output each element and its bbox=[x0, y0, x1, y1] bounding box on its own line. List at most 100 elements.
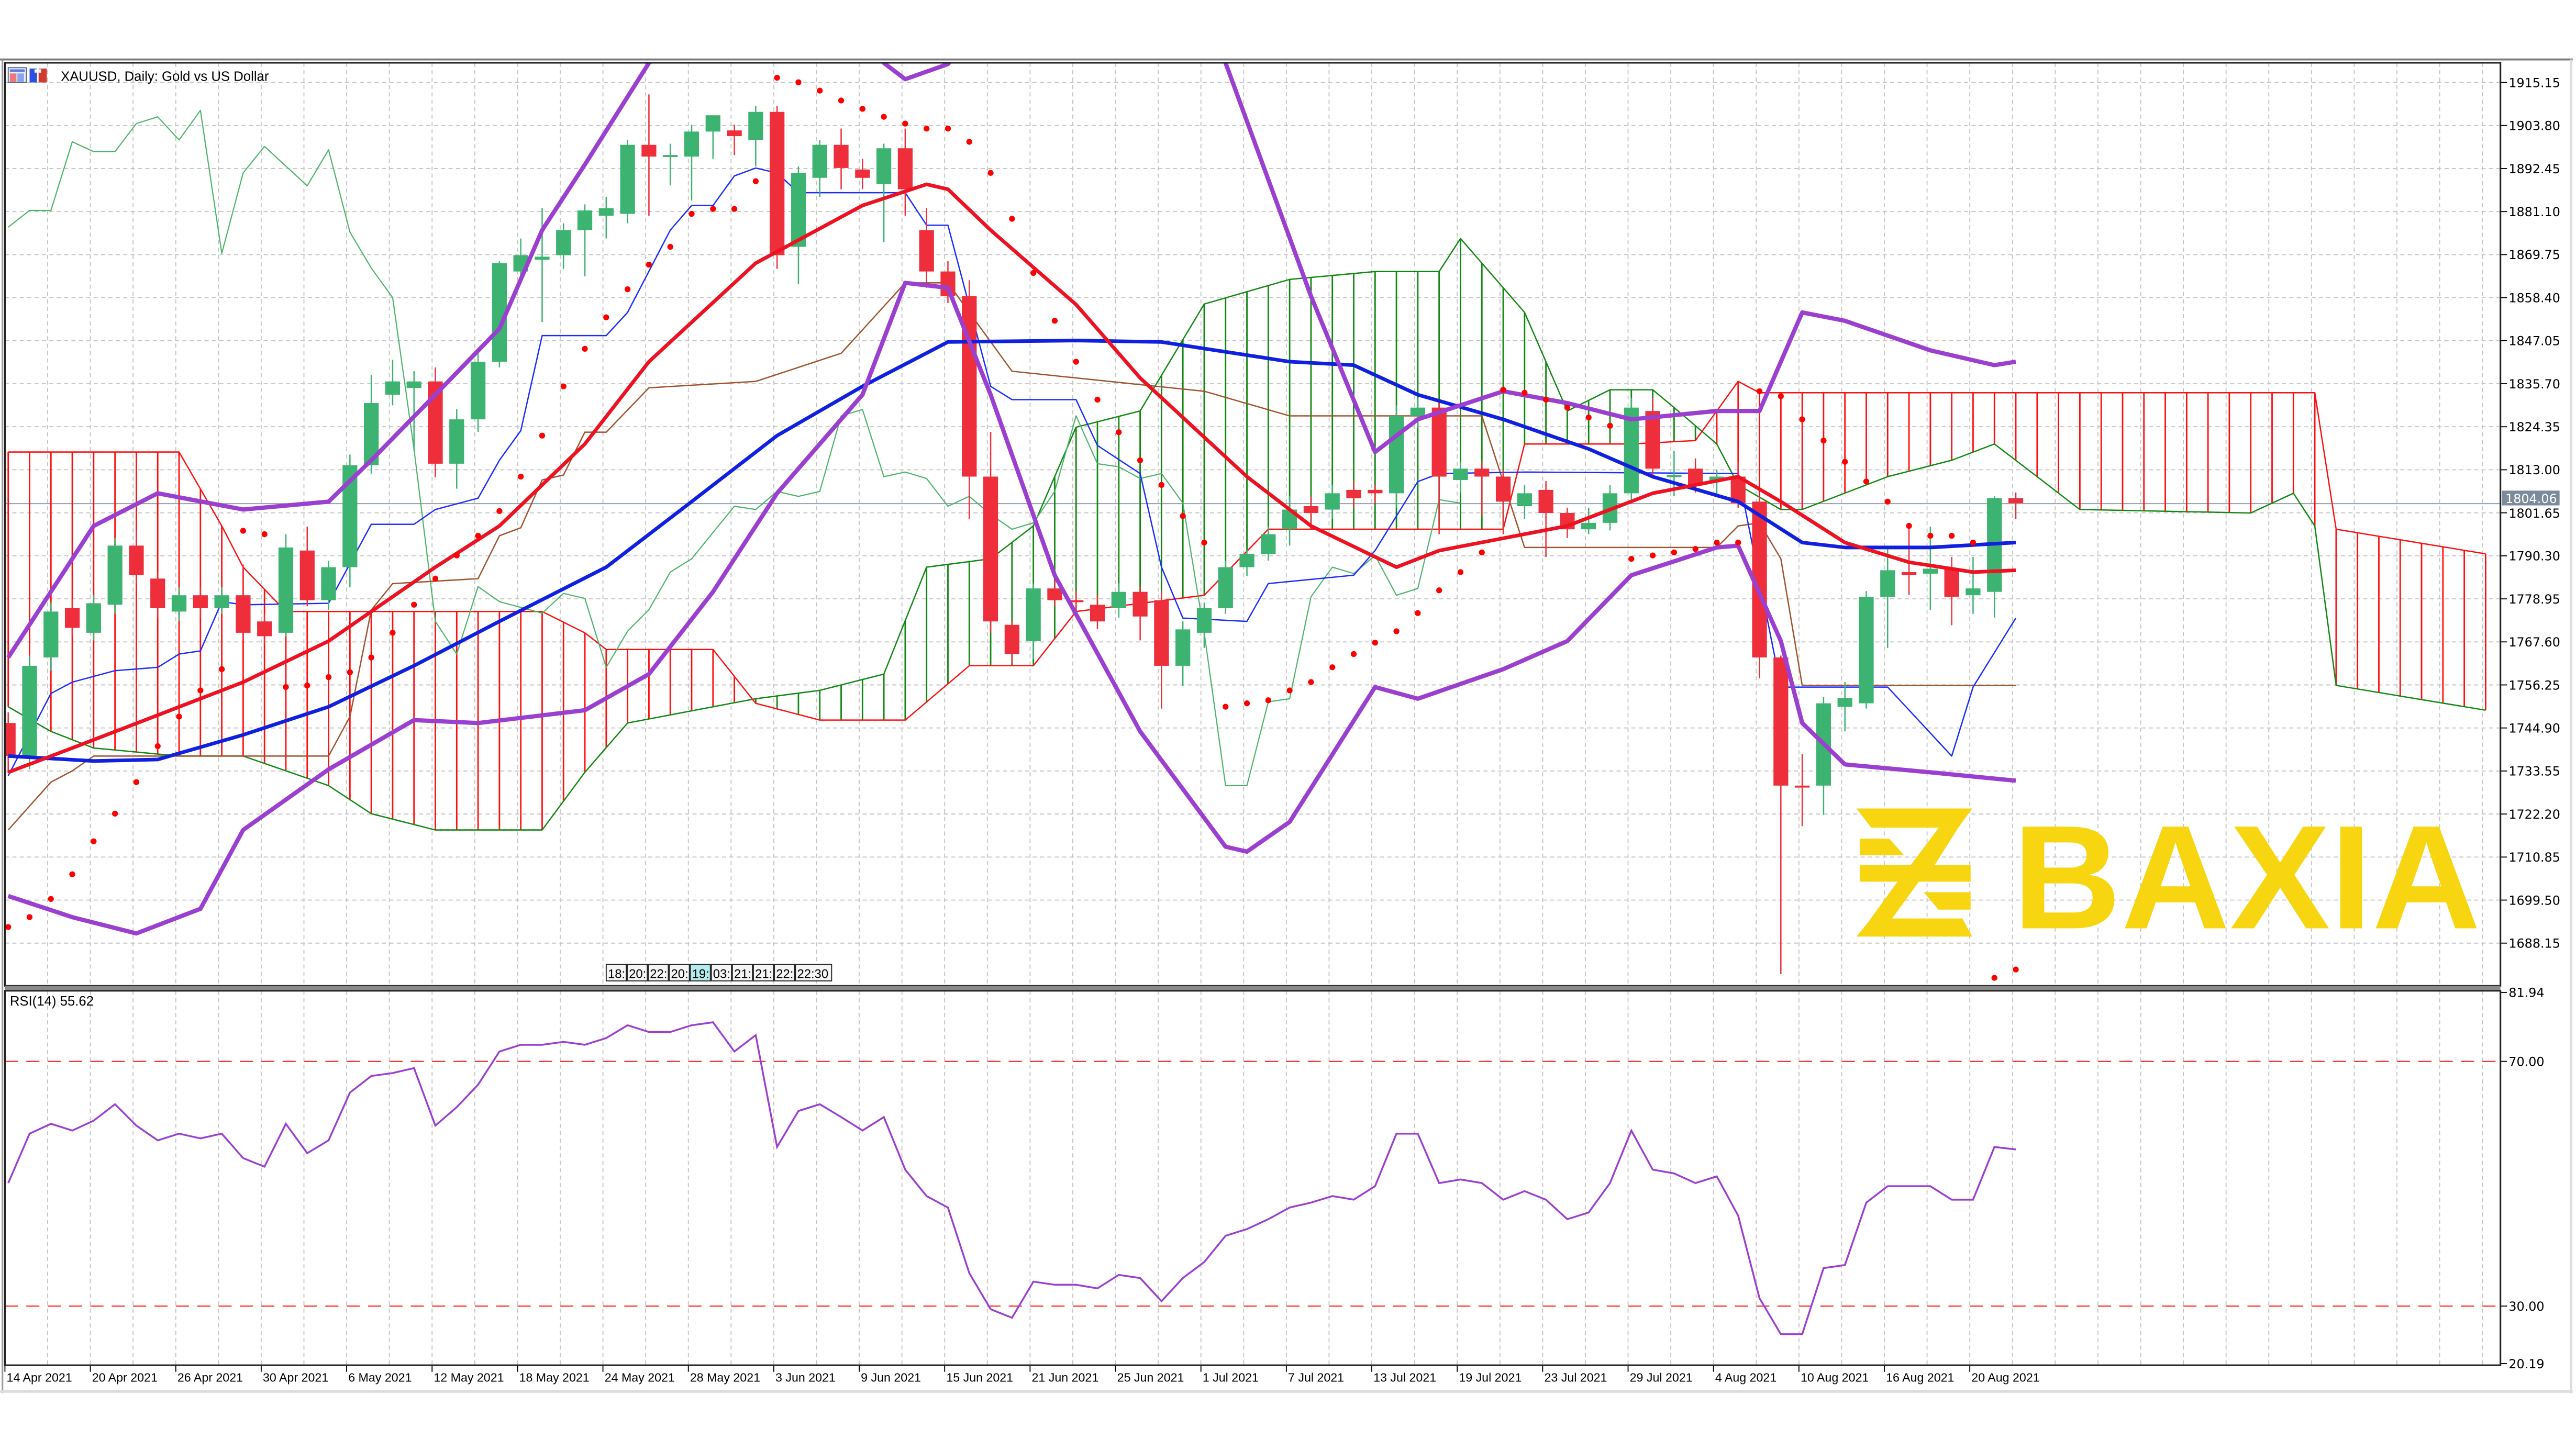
candle[interactable] bbox=[1923, 527, 1938, 610]
time-marker-box[interactable] bbox=[710, 964, 732, 981]
candle[interactable] bbox=[1773, 655, 1789, 974]
candle[interactable] bbox=[406, 371, 421, 451]
candle[interactable] bbox=[1410, 397, 1426, 428]
candle[interactable] bbox=[641, 94, 657, 216]
candle[interactable] bbox=[1325, 485, 1340, 519]
time-marker-strip[interactable]: 18: 20: 22: 20: 19: 03: 21: 21: 22: 22:30 bbox=[605, 964, 832, 981]
candle[interactable] bbox=[385, 360, 401, 406]
candle[interactable] bbox=[278, 534, 294, 637]
candle[interactable] bbox=[1966, 557, 1981, 614]
table-icon[interactable] bbox=[7, 67, 27, 83]
candle[interactable] bbox=[1752, 496, 1767, 678]
candle[interactable] bbox=[236, 564, 251, 641]
chart-templates-icon[interactable] bbox=[29, 68, 47, 83]
candle[interactable] bbox=[257, 613, 272, 644]
candle[interactable] bbox=[1026, 583, 1041, 660]
candle[interactable] bbox=[214, 587, 229, 614]
candle[interactable] bbox=[897, 128, 913, 216]
candle[interactable] bbox=[1495, 470, 1511, 534]
candle-body bbox=[1538, 489, 1553, 514]
candle[interactable] bbox=[1517, 485, 1532, 519]
candle[interactable] bbox=[620, 140, 635, 224]
candle[interactable] bbox=[598, 196, 614, 239]
candle[interactable] bbox=[919, 208, 934, 288]
candle[interactable] bbox=[1239, 549, 1254, 576]
candle[interactable] bbox=[1453, 462, 1468, 493]
candle[interactable] bbox=[1090, 595, 1105, 629]
candle[interactable] bbox=[577, 204, 593, 277]
candle[interactable] bbox=[1368, 485, 1383, 504]
candle[interactable] bbox=[1645, 397, 1660, 477]
candle[interactable] bbox=[1196, 602, 1212, 648]
candle[interactable] bbox=[1132, 587, 1148, 641]
candle[interactable] bbox=[770, 106, 785, 269]
candle[interactable] bbox=[940, 261, 956, 303]
candle[interactable] bbox=[171, 587, 187, 622]
candle[interactable] bbox=[1346, 481, 1361, 508]
candle[interactable] bbox=[1709, 470, 1725, 497]
time-marker-box[interactable] bbox=[605, 964, 627, 981]
candle[interactable] bbox=[22, 655, 37, 769]
candle[interactable] bbox=[1431, 401, 1447, 534]
candle[interactable] bbox=[1004, 621, 1019, 663]
candle[interactable] bbox=[791, 166, 806, 284]
candle[interactable] bbox=[834, 128, 849, 189]
time-marker-box[interactable] bbox=[690, 964, 711, 981]
candle[interactable] bbox=[962, 280, 977, 519]
candle[interactable] bbox=[64, 598, 80, 637]
candle[interactable] bbox=[1880, 549, 1895, 648]
candle[interactable] bbox=[2008, 492, 2024, 519]
panel-separator[interactable] bbox=[5, 986, 2501, 990]
candle[interactable] bbox=[876, 143, 892, 242]
candle[interactable] bbox=[43, 602, 59, 671]
candle[interactable] bbox=[1175, 621, 1191, 686]
candle[interactable] bbox=[1944, 557, 1959, 626]
candle[interactable] bbox=[855, 159, 870, 189]
candle[interactable] bbox=[1, 712, 16, 773]
candle[interactable] bbox=[150, 572, 165, 618]
candle[interactable] bbox=[1794, 754, 1810, 827]
candle[interactable] bbox=[748, 106, 763, 167]
candle[interactable] bbox=[1837, 682, 1852, 732]
candle[interactable] bbox=[663, 143, 678, 186]
candle[interactable] bbox=[983, 432, 998, 633]
candle[interactable] bbox=[193, 587, 208, 618]
candle-body bbox=[1026, 588, 1041, 641]
time-marker-box[interactable] bbox=[795, 964, 832, 981]
main-price-panel[interactable] bbox=[1, 17, 2501, 981]
candle[interactable] bbox=[449, 409, 464, 489]
candle[interactable] bbox=[1218, 561, 1233, 614]
candle[interactable] bbox=[1581, 507, 1596, 534]
candle[interactable] bbox=[1154, 591, 1169, 709]
candle[interactable] bbox=[1303, 496, 1319, 527]
time-marker-box[interactable] bbox=[669, 964, 690, 981]
candle[interactable] bbox=[1389, 405, 1404, 508]
candle[interactable] bbox=[684, 125, 699, 201]
time-marker-box[interactable] bbox=[753, 964, 774, 981]
candle[interactable] bbox=[321, 561, 336, 610]
candle[interactable] bbox=[812, 140, 827, 197]
candle[interactable] bbox=[1474, 462, 1490, 516]
candle[interactable] bbox=[705, 115, 720, 159]
candle[interactable] bbox=[129, 530, 144, 584]
time-marker-box[interactable] bbox=[731, 964, 753, 981]
candle[interactable] bbox=[428, 367, 443, 477]
candle[interactable] bbox=[1859, 591, 1874, 709]
time-marker-box[interactable] bbox=[648, 964, 669, 981]
candle[interactable] bbox=[107, 538, 123, 614]
candle[interactable] bbox=[1261, 527, 1276, 561]
candle[interactable] bbox=[1111, 583, 1126, 618]
candle[interactable] bbox=[556, 223, 571, 269]
candle[interactable] bbox=[470, 352, 486, 432]
rsi-panel[interactable] bbox=[5, 1021, 2501, 1335]
candle[interactable] bbox=[1047, 579, 1062, 607]
candle[interactable] bbox=[1538, 481, 1553, 557]
candle[interactable] bbox=[299, 527, 315, 607]
time-marker-box[interactable] bbox=[774, 964, 795, 981]
parabolic-sar-dot bbox=[1479, 549, 1485, 555]
candle[interactable] bbox=[1688, 458, 1703, 493]
candle[interactable] bbox=[727, 125, 742, 155]
time-marker-box[interactable] bbox=[627, 964, 648, 981]
candle[interactable] bbox=[86, 595, 101, 641]
candle[interactable] bbox=[1624, 397, 1639, 500]
